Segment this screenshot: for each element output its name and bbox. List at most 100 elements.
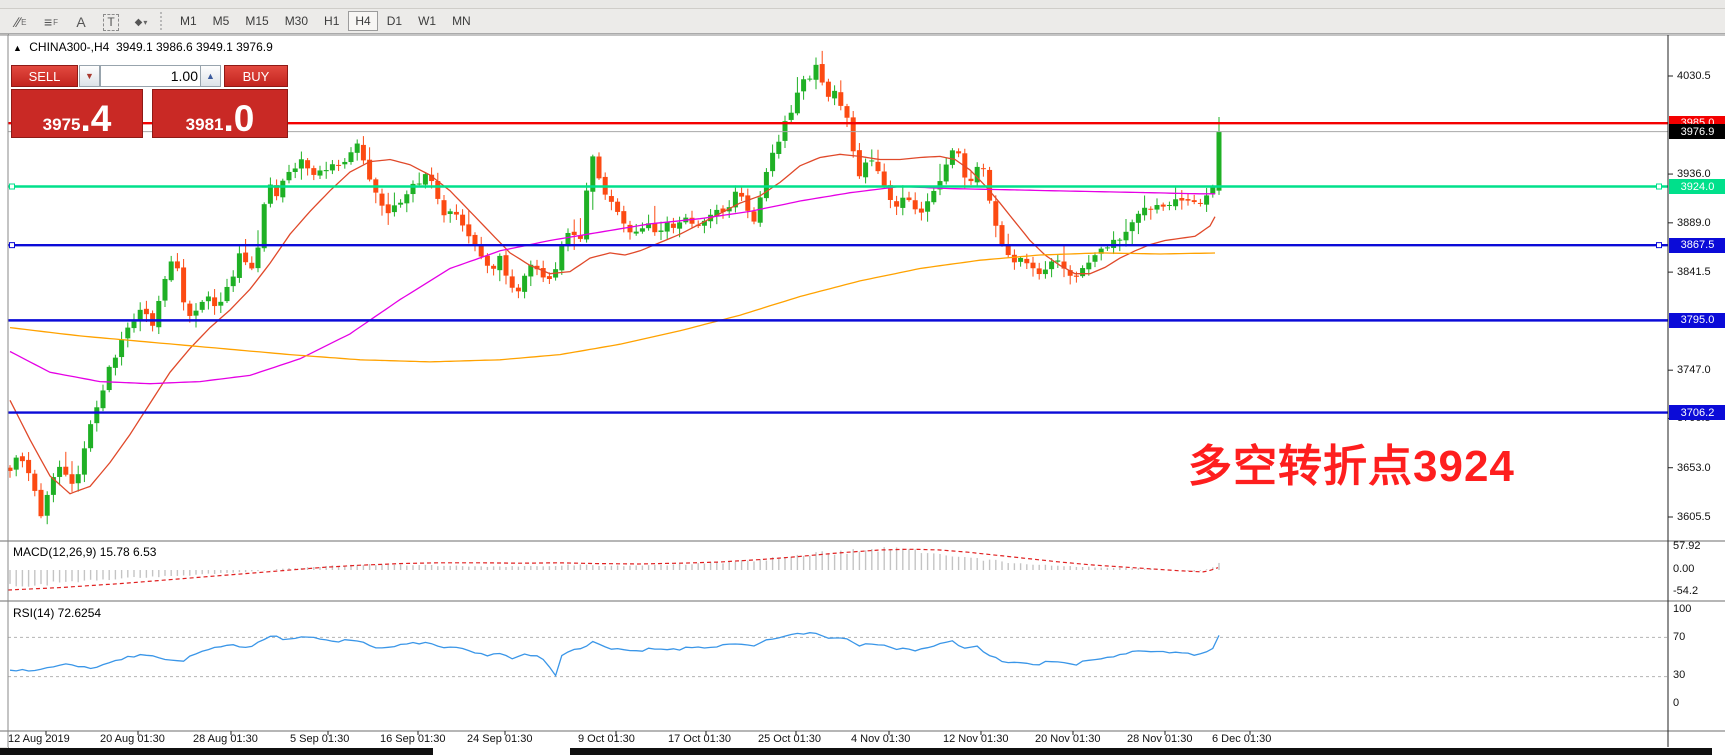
candle-body (44, 494, 50, 516)
toolbar-grip[interactable] (160, 12, 166, 30)
candle-body (615, 201, 621, 212)
date-axis-label: 12 Aug 2019 (8, 733, 70, 745)
macd-signal-line (7, 548, 1219, 591)
candle-body (974, 166, 980, 183)
candle-body (181, 267, 187, 303)
candle-body (94, 407, 100, 424)
candle-body (931, 190, 937, 203)
candle-body (1204, 195, 1210, 205)
candle-body (664, 222, 670, 232)
candle-body (199, 301, 205, 310)
sell-price-panel[interactable]: 3975 .4 (11, 89, 143, 138)
timeframe-d1[interactable]: D1 (380, 11, 409, 31)
candle-body (497, 255, 503, 271)
timeframe-mn[interactable]: MN (445, 11, 478, 31)
candle-body (776, 141, 782, 154)
ohlc-readout: 3949.1 3986.6 3949.1 3976.9 (115, 40, 273, 54)
candle-body (832, 90, 838, 99)
timeframe-m5[interactable]: M5 (206, 11, 237, 31)
level-handle[interactable] (9, 242, 15, 249)
candle-body (1067, 270, 1073, 276)
candle-body (515, 287, 521, 292)
candle-body (503, 255, 509, 276)
candle-body (19, 456, 25, 462)
volume-increase-button[interactable]: ▲ (200, 65, 221, 87)
collapse-triangle-icon[interactable]: ▲ (13, 43, 22, 53)
candle-body (1135, 213, 1141, 223)
candle-body (156, 300, 162, 328)
candle-body (305, 160, 311, 169)
candle-body (962, 153, 968, 178)
level-handle[interactable] (1656, 183, 1662, 190)
candle-body (1061, 261, 1067, 269)
candle-body (571, 231, 577, 236)
candle-body (1005, 245, 1011, 256)
buy-price-panel[interactable]: 3981 .0 (152, 89, 288, 138)
volume-input[interactable] (100, 65, 203, 87)
level-handle[interactable] (1656, 242, 1662, 249)
rsi-scale-70: 70 (1673, 631, 1686, 643)
timeframe-w1[interactable]: W1 (411, 11, 443, 31)
date-axis-label: 6 Dec 01:30 (1212, 733, 1272, 745)
timeframe-m30[interactable]: M30 (278, 11, 315, 31)
candle-body (584, 190, 590, 240)
candle-body (825, 81, 831, 97)
candle-body (367, 159, 373, 180)
candle-body (162, 278, 168, 301)
bottom-scrollbar-right[interactable] (570, 748, 1712, 755)
candle-body (949, 150, 955, 165)
candle-body (1018, 257, 1024, 262)
sell-button[interactable]: SELL (11, 65, 78, 87)
candle-body (1086, 262, 1092, 270)
buy-button[interactable]: BUY (224, 65, 288, 87)
candle-body (354, 143, 360, 153)
candle-body (732, 191, 738, 208)
candle-body (50, 477, 56, 495)
candle-body (311, 168, 317, 175)
candle-body (522, 275, 528, 292)
candle-body (1024, 258, 1030, 264)
equidistant-channel-icon[interactable]: ∕∕ E (15, 13, 27, 30)
rsi-scale-100: 100 (1673, 603, 1692, 615)
macd-scale-min: -54.2 (1673, 585, 1699, 597)
candle-body (1098, 248, 1104, 254)
candle-body (274, 185, 280, 197)
arrow-tools-icon[interactable]: T (99, 12, 123, 31)
price-badge-3795.0: 3795.0 (1669, 312, 1725, 328)
candle-body (1104, 247, 1110, 249)
candle-body (993, 201, 999, 226)
price-badge-3706.2: 3706.2 (1669, 405, 1725, 420)
bottom-scrollbar-left[interactable] (0, 748, 433, 755)
timeframe-h1[interactable]: H1 (317, 11, 346, 31)
date-axis-label: 4 Nov 01:30 (851, 733, 911, 745)
date-axis-label: 9 Oct 01:30 (578, 733, 635, 745)
candle-body (7, 467, 13, 471)
candle-body (1030, 262, 1036, 269)
volume-decrease-button[interactable]: ▼ (79, 65, 100, 87)
candle-body (298, 159, 304, 169)
shapes-icon[interactable]: ◆ ▾ (134, 16, 148, 28)
timeframe-h4[interactable]: H4 (348, 11, 378, 31)
candle-body (1142, 207, 1148, 216)
candle-body (987, 169, 993, 201)
chart-toolbar: ∕∕ E ≡ F A T ◆ ▾ M1 M5 M15 M30 H1 H4 D1 W1 MN (0, 9, 1725, 34)
timeframe-m1[interactable]: M1 (173, 11, 204, 31)
candle-body (559, 245, 565, 271)
candle-body (125, 327, 131, 339)
candle-body (100, 390, 106, 409)
candle-body (1173, 199, 1179, 207)
price-badge-3867.5: 3867.5 (1669, 237, 1725, 253)
level-handle[interactable] (9, 183, 15, 190)
date-axis-label: 20 Aug 01:30 (100, 733, 165, 745)
date-axis-label: 16 Sep 01:30 (380, 733, 446, 745)
candle-body (280, 180, 286, 198)
candle-body (385, 204, 391, 214)
candle-body (937, 181, 943, 190)
timeframe-m15[interactable]: M15 (238, 11, 275, 31)
symbol-name: CHINA300-,H4 (29, 40, 110, 54)
text-label-icon[interactable]: A (76, 13, 86, 30)
fibonacci-icon[interactable]: ≡ F (43, 13, 59, 30)
rsi-line (9, 632, 1220, 678)
candle-body (205, 296, 211, 302)
